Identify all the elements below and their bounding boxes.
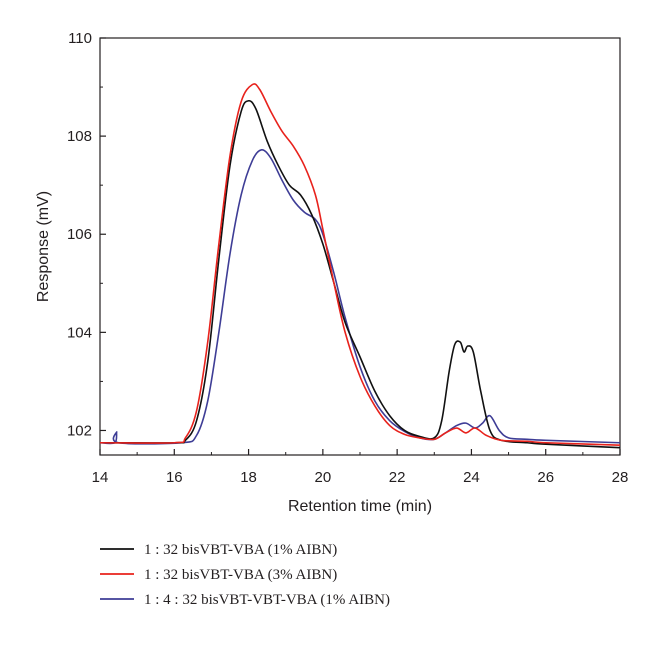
series-layer — [100, 83, 620, 449]
x-tick-label: 26 — [537, 469, 554, 486]
y-tick-label: 102 — [67, 422, 92, 439]
plot-frame — [99, 37, 621, 456]
y-tick-label: 108 — [67, 128, 92, 145]
y-tick-label: 104 — [67, 324, 92, 341]
plot-area: 14 16 18 20 22 24 26 28 102 104 106 108 110 — [67, 30, 628, 486]
y-axis-ticks: 102 104 106 108 110 — [67, 30, 106, 439]
x-axis-label: Retention time (min) — [288, 498, 432, 515]
legend-label-3: 1 : 4 : 32 bisVBT-VBT-VBA (1% AIBN) — [144, 592, 390, 608]
x-tick-label: 20 — [315, 469, 332, 486]
x-tick-label: 24 — [463, 469, 480, 486]
x-tick-label: 16 — [166, 469, 183, 486]
x-axis-ticks: 14 16 18 20 22 24 26 28 — [92, 449, 629, 486]
legend-label-1: 1 : 32 bisVBT-VBA (1% AIBN) — [144, 542, 337, 558]
legend: 1 : 32 bisVBT-VBA (1% AIBN) 1 : 32 bisVBT… — [100, 542, 390, 608]
legend-label-2: 1 : 32 bisVBT-VBA (3% AIBN) — [144, 567, 337, 583]
y-tick-label: 106 — [67, 226, 92, 243]
y-axis-label: Response (mV) — [35, 191, 52, 302]
series-line-1 — [100, 99, 620, 449]
x-tick-label: 18 — [240, 469, 257, 486]
y-tick-label: 110 — [68, 30, 92, 47]
x-tick-label: 28 — [612, 469, 629, 486]
series-line-3 — [100, 149, 620, 445]
x-tick-label: 14 — [92, 469, 109, 486]
x-tick-label: 22 — [389, 469, 406, 486]
series-line-2 — [100, 83, 620, 446]
